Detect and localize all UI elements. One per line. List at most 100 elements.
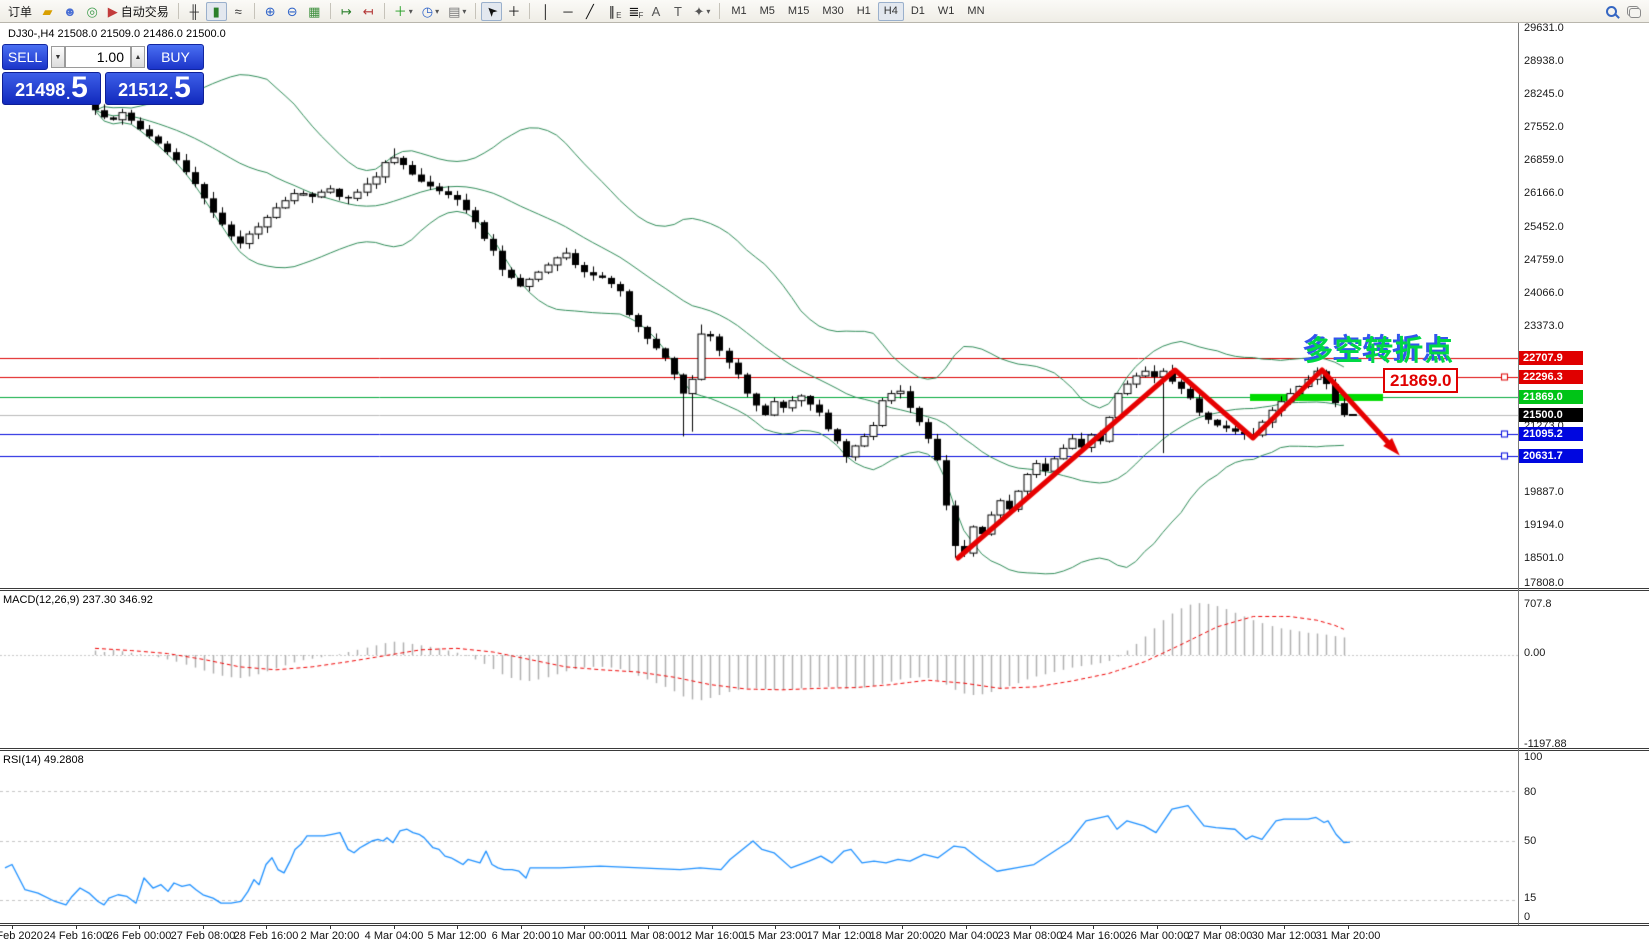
- auto-trading-button-label: 自动交易: [120, 4, 169, 19]
- trendline-icon-button[interactable]: ╱: [579, 2, 600, 21]
- buy-price-button[interactable]: 21512. 5: [105, 72, 204, 105]
- new-order-label[interactable]: 订单: [8, 4, 33, 19]
- chat-icon-button[interactable]: [1623, 2, 1645, 21]
- signal-icon-button[interactable]: ◎: [82, 2, 103, 21]
- timeframe-button-m30[interactable]: M30: [822, 5, 844, 17]
- zoom-out-icon-button[interactable]: ⊖: [282, 2, 303, 21]
- terminal-icon-button[interactable]: ☻: [59, 2, 81, 21]
- sell-price-big-digit: 5: [71, 71, 88, 104]
- price-axis-tick: 19887.0: [1524, 486, 1564, 498]
- text-label-icon: T: [673, 3, 682, 19]
- timeframe-button-h4[interactable]: H4: [877, 1, 904, 21]
- time-axis-label: 26 Mar 00:00: [1124, 930, 1190, 942]
- pane-separator[interactable]: [0, 748, 1649, 749]
- volume-input[interactable]: 1.00: [65, 46, 131, 68]
- price-axis-tick: 29631.0: [1524, 22, 1564, 34]
- bar-chart-icon-button[interactable]: ╫: [184, 2, 205, 21]
- time-axis-tick: [1030, 925, 1031, 929]
- period-clock-icon-button[interactable]: ◷ ▾: [418, 2, 443, 21]
- tile-windows-icon-button[interactable]: ▦: [304, 2, 325, 21]
- horizontal-line-icon-button[interactable]: ─: [557, 2, 578, 21]
- sell-price-dot: .: [66, 86, 71, 102]
- price-axis-tick: 24759.0: [1524, 254, 1564, 266]
- horizontal-line-icon: ─: [563, 3, 573, 19]
- toolbar-separator: [529, 3, 531, 19]
- volume-decrease-button[interactable]: ▼: [51, 46, 65, 68]
- main-price-chart[interactable]: [0, 23, 1518, 588]
- timeframe-button-m5[interactable]: M5: [759, 5, 775, 17]
- time-axis-tick: [1220, 925, 1221, 929]
- line-chart-icon-button[interactable]: ≈: [228, 2, 249, 21]
- search-icon-button[interactable]: [1601, 2, 1622, 21]
- crosshair-icon-button[interactable]: ＋: [503, 2, 524, 21]
- toolbar: 订单 ▰ ☻ ◎ ▶ 自动交易 ╫ ▮ ≈ ⊕ ⊖ ▦ ↦ ↤ ＋ ▾ ◷ ▾ ▤ ▾ ➤ ＋ │ ─ ╱ ∥ E ≣ F A T ✦ ▾ M1 M…: [0, 0, 1649, 23]
- time-axis-tick: [966, 925, 967, 929]
- time-axis-label: 4 Mar 04:00: [364, 930, 424, 942]
- level-price-callout[interactable]: 21869.0: [1383, 368, 1459, 393]
- equidistant-channel-icon-button[interactable]: ∥ E: [601, 2, 622, 21]
- vertical-line-icon: │: [541, 3, 550, 19]
- macd-axis-tick: 707.8: [1524, 598, 1552, 610]
- macd-indicator-pane[interactable]: [0, 591, 1518, 748]
- signal-icon: ◎: [86, 3, 98, 19]
- time-axis-label: 26 Feb 00:00: [106, 930, 172, 942]
- timeframe-button-m1[interactable]: M1: [731, 5, 747, 17]
- timeframe-button-h1[interactable]: H1: [856, 5, 871, 17]
- timeframe-button-d1[interactable]: D1: [910, 5, 925, 17]
- arrows-icon-button[interactable]: ✦ ▾: [689, 2, 714, 21]
- text-label-icon-button[interactable]: T: [667, 2, 688, 21]
- rsi-indicator-pane[interactable]: [0, 751, 1518, 923]
- candlestick-chart-icon-button[interactable]: ▮: [205, 1, 227, 21]
- toolbar-separator: [329, 3, 331, 19]
- bar-chart-icon: ╫: [189, 3, 199, 19]
- buy-price-dot: .: [169, 86, 174, 102]
- price-axis[interactable]: [1518, 23, 1519, 925]
- vertical-line-icon-button[interactable]: │: [535, 2, 556, 21]
- dropdown-arrow-icon: ▾: [435, 6, 440, 16]
- timeframe-button-w1[interactable]: W1: [937, 5, 955, 17]
- volume-increase-button[interactable]: ▲: [131, 46, 145, 68]
- time-axis-label: 24 Mar 16:00: [1060, 930, 1126, 942]
- toolbar-separator: [475, 3, 477, 19]
- buy-button[interactable]: BUY: [147, 44, 204, 70]
- pane-separator[interactable]: [0, 588, 1649, 589]
- auto-trading-button: ▶: [107, 3, 118, 19]
- timeframe-button-mn[interactable]: MN: [967, 5, 985, 17]
- template-icon-button[interactable]: ▤ ▾: [444, 2, 470, 21]
- fibonacci-icon-sub: F: [638, 10, 644, 20]
- price-level-badge: 21095.2: [1519, 427, 1583, 441]
- price-axis-tick: 28245.0: [1524, 88, 1564, 100]
- time-axis-tick: [12, 925, 13, 929]
- terminal-icon: ☻: [63, 3, 77, 19]
- rsi-axis-tick: 100: [1524, 751, 1543, 763]
- time-axis-tick: [902, 925, 903, 929]
- zoom-in-icon-button[interactable]: ⊕: [260, 2, 281, 21]
- line-chart-icon: ≈: [234, 3, 242, 19]
- new-order-icon-button[interactable]: ▰: [37, 2, 58, 21]
- fibonacci-icon-button[interactable]: ≣ F: [623, 2, 644, 21]
- turning-point-annotation[interactable]: 多空转折点: [1305, 335, 1456, 366]
- buy-price-main: 21512: [118, 80, 169, 100]
- auto-scroll-icon-button[interactable]: ↦: [336, 2, 357, 21]
- dropdown-arrow-icon: ▾: [408, 6, 413, 16]
- sell-price-button[interactable]: 21498. 5: [2, 72, 101, 105]
- pane-separator: [0, 590, 1649, 591]
- sell-button[interactable]: SELL: [2, 44, 48, 70]
- time-axis-tick: [330, 925, 331, 929]
- time-axis-label: 11 Mar 08:00: [615, 930, 681, 942]
- chart-shift-icon-button[interactable]: ↤: [358, 2, 379, 21]
- cursor-icon-button[interactable]: ➤: [481, 1, 503, 21]
- auto-trading-button-button[interactable]: ▶ 自动交易: [104, 2, 173, 21]
- text-icon-button[interactable]: A: [645, 2, 666, 21]
- time-axis-label: 17 Mar 12:00: [806, 930, 872, 942]
- template-icon: ▤: [448, 3, 461, 19]
- price-level-badge: 21869.0: [1519, 390, 1583, 404]
- macd-axis-tick: -1197.88: [1524, 738, 1567, 750]
- rsi-axis-tick: 15: [1524, 892, 1537, 904]
- timeframe-button-m15[interactable]: M15: [787, 5, 810, 17]
- time-axis-label: 18 Mar 20:00: [869, 930, 935, 942]
- time-axis-tick: [839, 925, 840, 929]
- time-axis-tick: [457, 925, 458, 929]
- period-clock-icon: ◷: [421, 3, 434, 19]
- add-indicator-icon-button[interactable]: ＋ ▾: [390, 2, 417, 21]
